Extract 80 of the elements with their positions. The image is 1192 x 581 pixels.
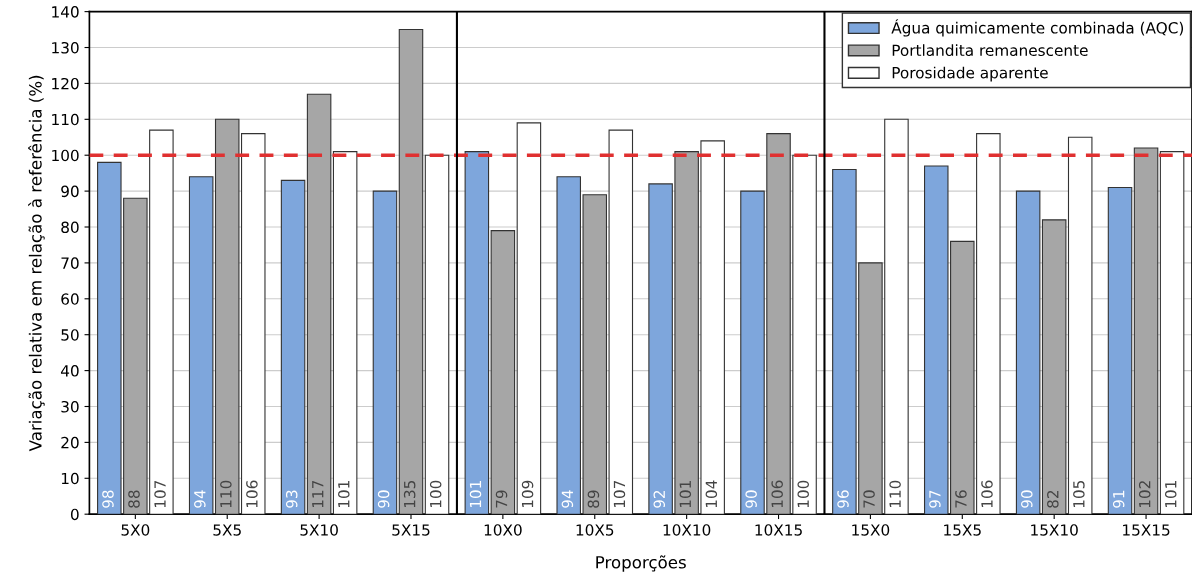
y-tick-label: 120 [52,77,79,90]
bar [516,122,542,515]
bar [464,151,490,515]
bar [398,29,424,515]
data-label: 93 [285,490,298,508]
x-tick-label: 15X15 [1123,524,1170,536]
x-tick-label: 15X10 [1031,524,1078,536]
data-label: 98 [102,490,114,508]
x-tick-label: 5X15 [392,524,430,536]
x-tick-label: 15X0 [852,524,890,536]
data-label: 101 [469,481,482,508]
data-label: 100 [797,480,809,508]
data-label: 102 [1138,481,1151,508]
data-label: 92 [653,490,666,508]
data-label: 90 [745,490,757,508]
x-tick-label: 10X5 [576,524,614,536]
y-tick-label: 40 [60,365,79,377]
y-axis-title: Variação relativa em relação à referência (%) [28,75,45,452]
data-label: 109 [521,480,534,508]
y-tick-label: 70 [61,257,79,269]
bar [1133,147,1159,515]
data-label: 90 [377,490,390,508]
y-tick-label: 110 [52,113,79,126]
y-tick-label: 0 [70,508,79,521]
bar [306,93,332,515]
data-label: 89 [587,490,600,508]
data-label: 101 [338,481,350,508]
data-label: 79 [495,490,508,508]
bar [490,230,516,515]
x-tick-label: 5X10 [300,524,338,536]
y-tick-label: 80 [61,221,79,234]
legend-label: Água quimicamente combinada (AQC) [891,19,1184,37]
legend-label: Porosidade aparente [892,66,1048,82]
data-label: 101 [679,481,692,508]
data-label: 104 [705,480,718,508]
data-label: 88 [128,490,140,508]
x-tick-label: 5X0 [121,524,150,536]
x-tick-label: 10X10 [663,524,711,536]
x-tick-label: 5X5 [213,524,241,536]
legend-label: Portlandita remanescente [892,44,1088,57]
bar [372,190,398,515]
y-tick-label: 30 [61,400,79,413]
data-label: 94 [194,490,206,508]
x-axis-title: Proporções [596,555,686,572]
data-label: 76 [955,490,967,508]
x-tick-label: 10X15 [755,524,802,536]
data-label: 106 [981,480,993,508]
data-label: 82 [1047,490,1059,508]
data-label: 94 [561,490,574,508]
data-label: 107 [613,480,626,508]
data-label: 105 [1073,480,1085,508]
data-label: 110 [220,480,232,508]
y-tick-label: 20 [61,436,79,449]
y-tick-label: 130 [52,41,79,54]
data-label: 90 [1021,490,1033,508]
data-label: 97 [929,490,941,508]
bar [280,179,306,515]
y-tick-label: 100 [52,149,79,162]
x-tick-label: 15X5 [944,524,981,536]
y-tick-label: 10 [61,472,79,485]
data-label: 70 [863,490,875,508]
data-label: 91 [1112,490,1125,508]
y-tick-label: 60 [61,293,79,305]
y-tick-label: 140 [52,6,79,18]
bar [1159,151,1185,515]
bar [424,154,450,515]
y-tick-label: 50 [61,329,79,341]
data-label: 135 [403,480,416,508]
data-label: 117 [312,480,324,508]
data-label: 110 [889,480,901,508]
data-label: 106 [246,480,258,508]
data-label: 107 [154,480,166,508]
data-label: 100 [429,480,442,508]
y-tick-label: 90 [61,185,79,198]
x-tick-label: 10X0 [484,524,522,536]
data-label: 106 [771,480,783,508]
data-label: 101 [1164,481,1177,508]
bar [1107,186,1133,515]
data-label: 96 [837,490,849,508]
bar [332,151,358,515]
